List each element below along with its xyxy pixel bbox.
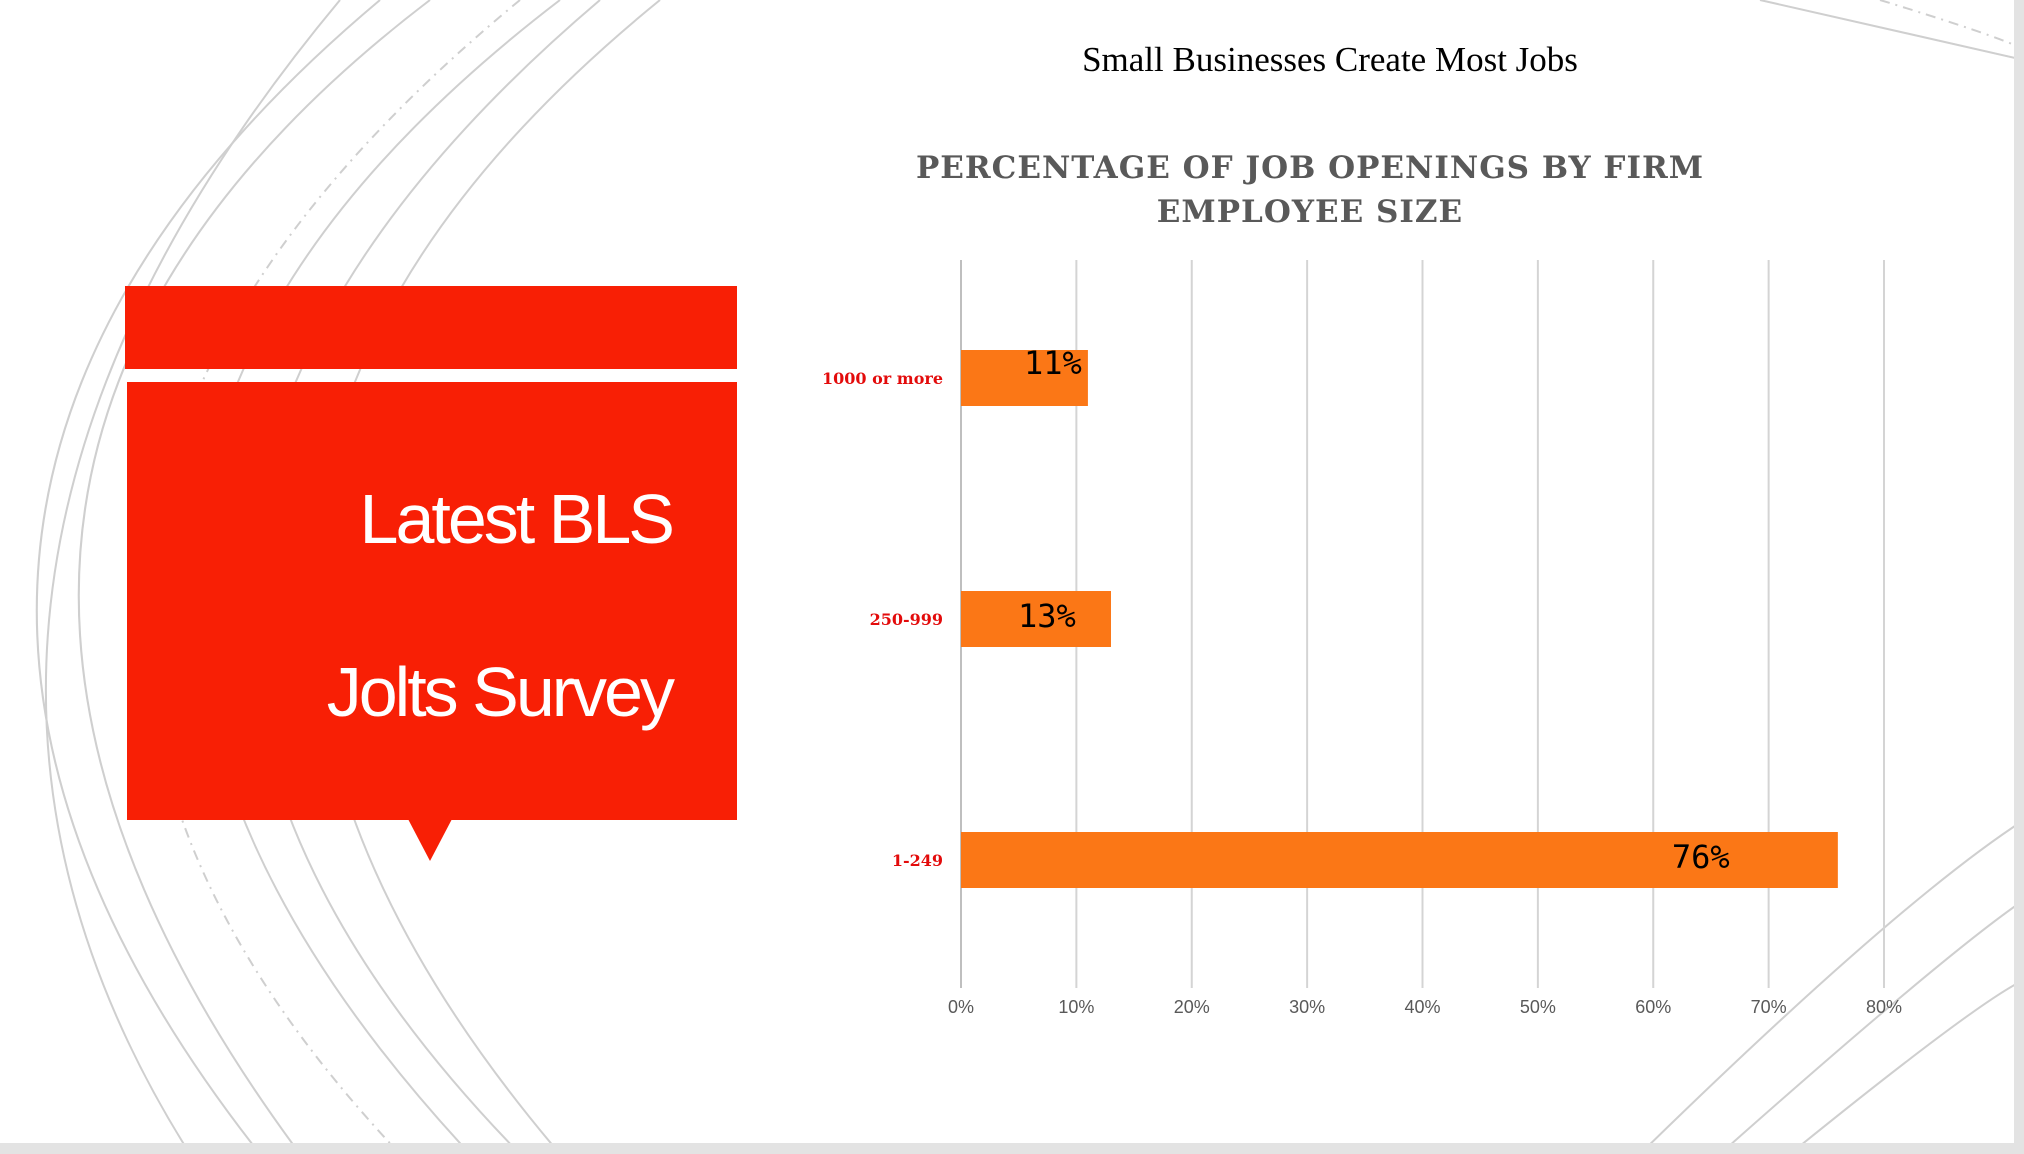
bottom-frame-bar — [0, 1143, 2024, 1154]
slide-heading-line-1: Latest BLS — [359, 480, 675, 558]
x-tick-label: 60% — [1635, 997, 1671, 1017]
slide-heading-line-2: Jolts Survey — [326, 653, 675, 731]
bar — [961, 591, 1111, 647]
data-label: 11% — [1024, 344, 1082, 382]
x-tick-label: 70% — [1751, 997, 1787, 1017]
x-tick-label: 20% — [1174, 997, 1210, 1017]
category-label: 1000 or more — [822, 369, 943, 388]
slide-subtitle: Small Businesses Create Most Jobs — [1082, 40, 1578, 79]
category-label: 250-999 — [870, 610, 943, 629]
callout-pointer — [408, 819, 452, 861]
category-label: 1-249 — [892, 851, 943, 870]
x-tick-label: 40% — [1404, 997, 1440, 1017]
data-label: 13% — [1018, 597, 1076, 635]
x-tick-label: 80% — [1866, 997, 1902, 1017]
bar — [961, 350, 1088, 406]
x-tick-label: 10% — [1058, 997, 1094, 1017]
data-label: 76% — [1672, 838, 1730, 876]
accent-band — [125, 286, 737, 369]
chart-title: PERCENTAGE OF JOB OPENINGS BY FIRM EMPLO… — [915, 150, 1705, 230]
right-frame-bar — [2014, 0, 2024, 1154]
bar — [961, 832, 1838, 888]
x-tick-label: 0% — [948, 997, 974, 1017]
x-tick-label: 50% — [1520, 997, 1556, 1017]
x-tick-label: 30% — [1289, 997, 1325, 1017]
title-callout-box — [127, 382, 737, 820]
